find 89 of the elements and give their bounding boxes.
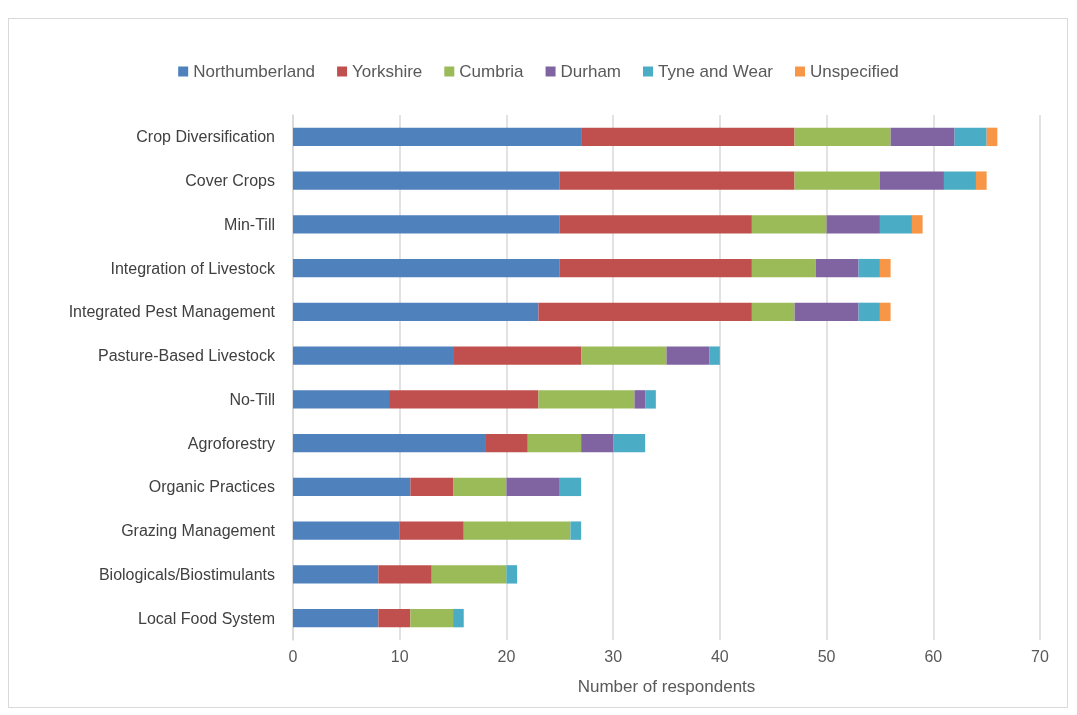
bar bbox=[975, 171, 987, 190]
y-tick-label: Integration of Livestock bbox=[110, 259, 276, 277]
bar bbox=[613, 433, 646, 453]
legend-label: Durham bbox=[560, 62, 622, 81]
bar bbox=[858, 302, 880, 322]
bar bbox=[879, 258, 891, 278]
y-tick-label: Crop Diversification bbox=[136, 128, 275, 146]
bar bbox=[527, 433, 582, 453]
x-tick-label: 40 bbox=[710, 647, 729, 665]
bar bbox=[378, 565, 432, 584]
bar bbox=[570, 521, 582, 540]
bar bbox=[410, 477, 454, 497]
bar bbox=[506, 565, 518, 584]
legend-label: Cumbria bbox=[459, 62, 525, 81]
x-tick-label: 60 bbox=[924, 647, 943, 665]
bar bbox=[389, 390, 539, 409]
x-tick-label: 30 bbox=[604, 647, 623, 665]
bar bbox=[986, 127, 998, 147]
bar bbox=[709, 346, 720, 365]
x-tick-label: 20 bbox=[497, 647, 516, 665]
y-tick-label: Integrated Pest Management bbox=[68, 303, 276, 321]
bar bbox=[293, 390, 390, 409]
bar bbox=[911, 215, 923, 234]
bar bbox=[399, 521, 464, 540]
x-tick-label: 0 bbox=[288, 647, 298, 665]
bar bbox=[559, 171, 795, 190]
bar bbox=[559, 215, 752, 234]
bar bbox=[794, 171, 880, 190]
bar bbox=[751, 302, 795, 322]
bar bbox=[453, 477, 507, 497]
bar bbox=[431, 565, 507, 584]
bar bbox=[378, 608, 411, 628]
bar bbox=[890, 127, 955, 147]
y-tick-label: Biologicals/Biostimulants bbox=[98, 565, 275, 583]
bar bbox=[463, 521, 571, 540]
bar bbox=[293, 215, 560, 234]
bar bbox=[581, 433, 614, 453]
bar bbox=[293, 127, 582, 147]
y-tick-label: Pasture-Based Livestock bbox=[98, 347, 276, 365]
bar bbox=[559, 258, 752, 278]
bar bbox=[293, 608, 379, 628]
bar bbox=[293, 258, 560, 278]
bar bbox=[293, 171, 560, 190]
bar bbox=[293, 477, 411, 497]
legend-label: Unspecified bbox=[809, 62, 899, 81]
bar bbox=[485, 433, 528, 453]
bar bbox=[581, 346, 667, 365]
legend-label: Yorkshire bbox=[352, 62, 423, 81]
x-tick-label: 50 bbox=[817, 647, 836, 665]
y-tick-label: Organic Practices bbox=[148, 478, 275, 496]
legend-label: Tyne and Wear bbox=[658, 62, 774, 81]
bar bbox=[581, 127, 795, 147]
bar bbox=[879, 171, 944, 190]
bar bbox=[751, 215, 827, 234]
bar bbox=[559, 477, 582, 497]
bar bbox=[826, 215, 880, 234]
bar bbox=[293, 565, 379, 584]
y-tick-label: Grazing Management bbox=[121, 522, 276, 540]
x-tick-label: 70 bbox=[1031, 647, 1049, 665]
x-tick-label: 10 bbox=[390, 647, 409, 665]
bar bbox=[879, 215, 912, 234]
bar bbox=[645, 390, 656, 409]
bar bbox=[815, 258, 859, 278]
bar bbox=[538, 390, 635, 409]
bar bbox=[954, 127, 987, 147]
bar bbox=[453, 608, 464, 628]
y-tick-label: Cover Crops bbox=[185, 172, 275, 190]
bar bbox=[293, 302, 539, 322]
x-axis-title: Number of respondents bbox=[577, 677, 756, 696]
bar bbox=[538, 302, 752, 322]
bar bbox=[293, 521, 400, 540]
bar bbox=[751, 258, 816, 278]
bar bbox=[858, 258, 880, 278]
bar bbox=[943, 171, 976, 190]
y-tick-label: No-Till bbox=[229, 390, 275, 408]
bar bbox=[634, 390, 646, 409]
bar bbox=[666, 346, 710, 365]
bar bbox=[293, 346, 454, 365]
bar bbox=[879, 302, 891, 322]
y-tick-label: Agroforestry bbox=[187, 434, 275, 452]
bar bbox=[794, 127, 891, 147]
bar bbox=[453, 346, 582, 365]
y-tick-label: Local Food System bbox=[138, 609, 275, 627]
bar bbox=[410, 608, 454, 628]
bar bbox=[506, 477, 560, 497]
bar bbox=[794, 302, 859, 322]
legend-label: Northumberland bbox=[193, 62, 316, 81]
bar bbox=[293, 433, 486, 453]
y-tick-label: Min-Till bbox=[224, 215, 275, 233]
